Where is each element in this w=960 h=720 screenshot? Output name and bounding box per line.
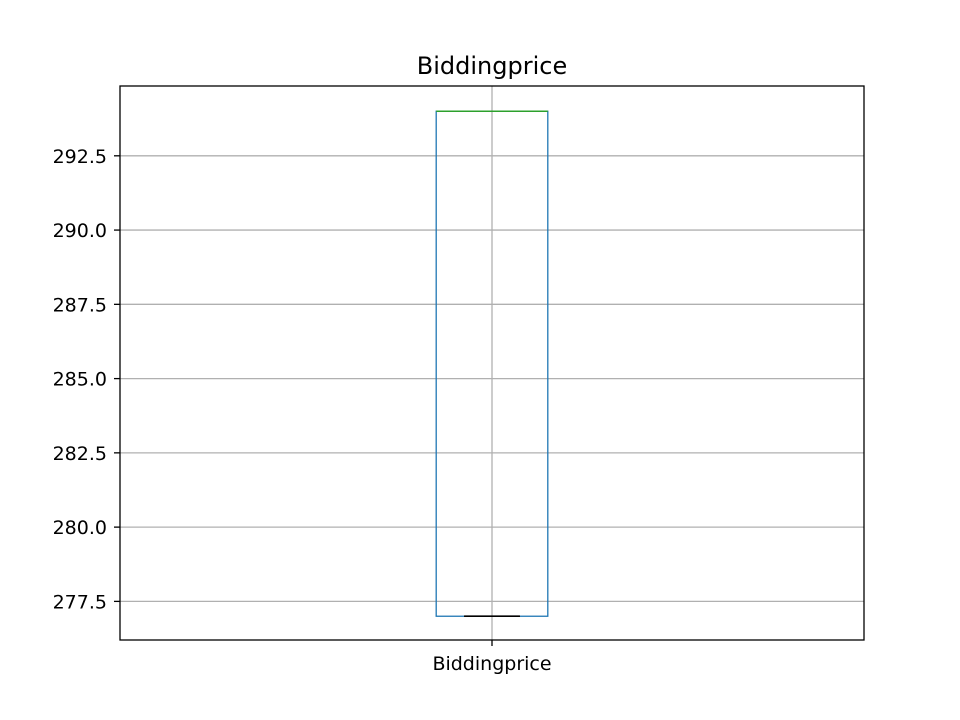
y-tick-label: 277.5 <box>53 591 107 613</box>
chart-title: Biddingprice <box>417 52 567 80</box>
y-tick-label: 290.0 <box>53 220 107 242</box>
y-tick-label: 285.0 <box>53 369 107 391</box>
y-tick-label: 280.0 <box>53 517 107 539</box>
box-layer <box>435 110 549 618</box>
grid-layer <box>120 86 864 640</box>
x-axis: Biddingprice <box>432 640 552 675</box>
y-tick-label: 292.5 <box>53 146 107 168</box>
y-tick-label: 287.5 <box>53 294 107 316</box>
y-tick-label: 282.5 <box>53 443 107 465</box>
y-axis: 277.5 280.0 282.5 285.0 287.5 290.0 292.5 <box>53 146 120 613</box>
x-tick-label: Biddingprice <box>432 653 551 675</box>
